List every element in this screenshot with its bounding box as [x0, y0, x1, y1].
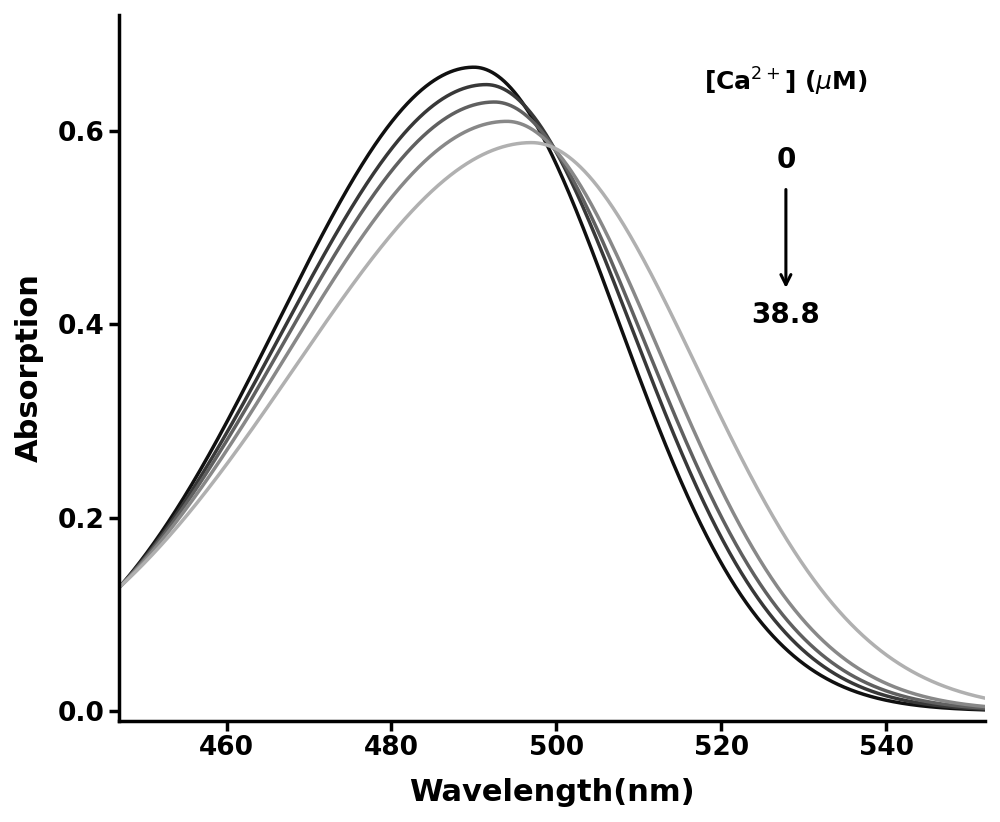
Text: [Ca$^{2+}$] ($\mu$M): [Ca$^{2+}$] ($\mu$M) — [704, 66, 868, 98]
Y-axis label: Absorption: Absorption — [15, 274, 44, 462]
Text: 0: 0 — [776, 145, 796, 173]
Text: 38.8: 38.8 — [752, 301, 820, 329]
X-axis label: Wavelength(nm): Wavelength(nm) — [409, 778, 695, 807]
